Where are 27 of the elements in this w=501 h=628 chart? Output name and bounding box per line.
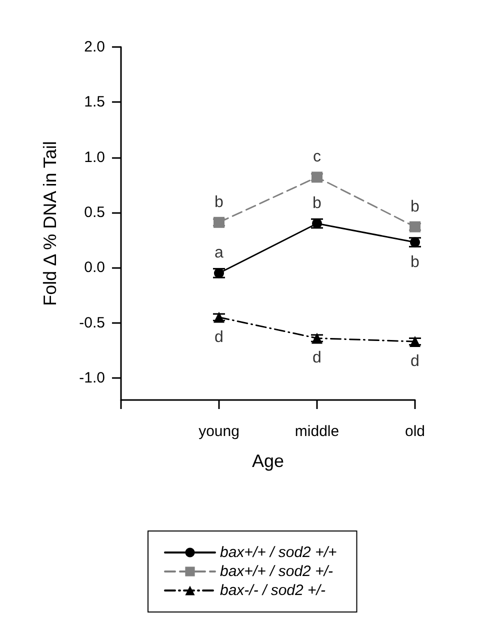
legend-label: bax-/- / sod2 +/- [220, 582, 326, 599]
x-tick-label: middle [294, 423, 340, 440]
legend-label: bax+/+ / sod2 +/- [220, 563, 333, 580]
annotation: b [214, 194, 224, 211]
annotation: c [313, 148, 321, 166]
point [214, 216, 224, 228]
y-tick-label: 2.0 [84, 38, 105, 56]
annotation: a [214, 244, 224, 262]
y-tick-label: 1.5 [84, 94, 105, 111]
point [410, 221, 420, 232]
y-tick-label: -1.0 [79, 369, 105, 386]
y-tick-label: 1.0 [84, 148, 105, 166]
x-axis-title: Age [252, 451, 284, 471]
y-tick-label: -0.5 [79, 314, 105, 332]
annotation: d [410, 353, 420, 370]
point [312, 172, 322, 183]
annotation: b [410, 254, 420, 271]
annotation: b [312, 195, 322, 212]
y-tick-label: 0.0 [84, 259, 105, 276]
annotation: d [214, 328, 224, 346]
annotation: b [410, 198, 420, 216]
x-tick-label: old [404, 423, 426, 440]
annotation: d [312, 350, 322, 367]
y-axis-title: Fold Δ % DNA in Tail [40, 141, 60, 306]
x-tick-label: young [198, 423, 240, 440]
legend-label: bax+/+ / sod2 +/+ [220, 544, 337, 561]
y-tick-label: 0.5 [84, 204, 105, 221]
